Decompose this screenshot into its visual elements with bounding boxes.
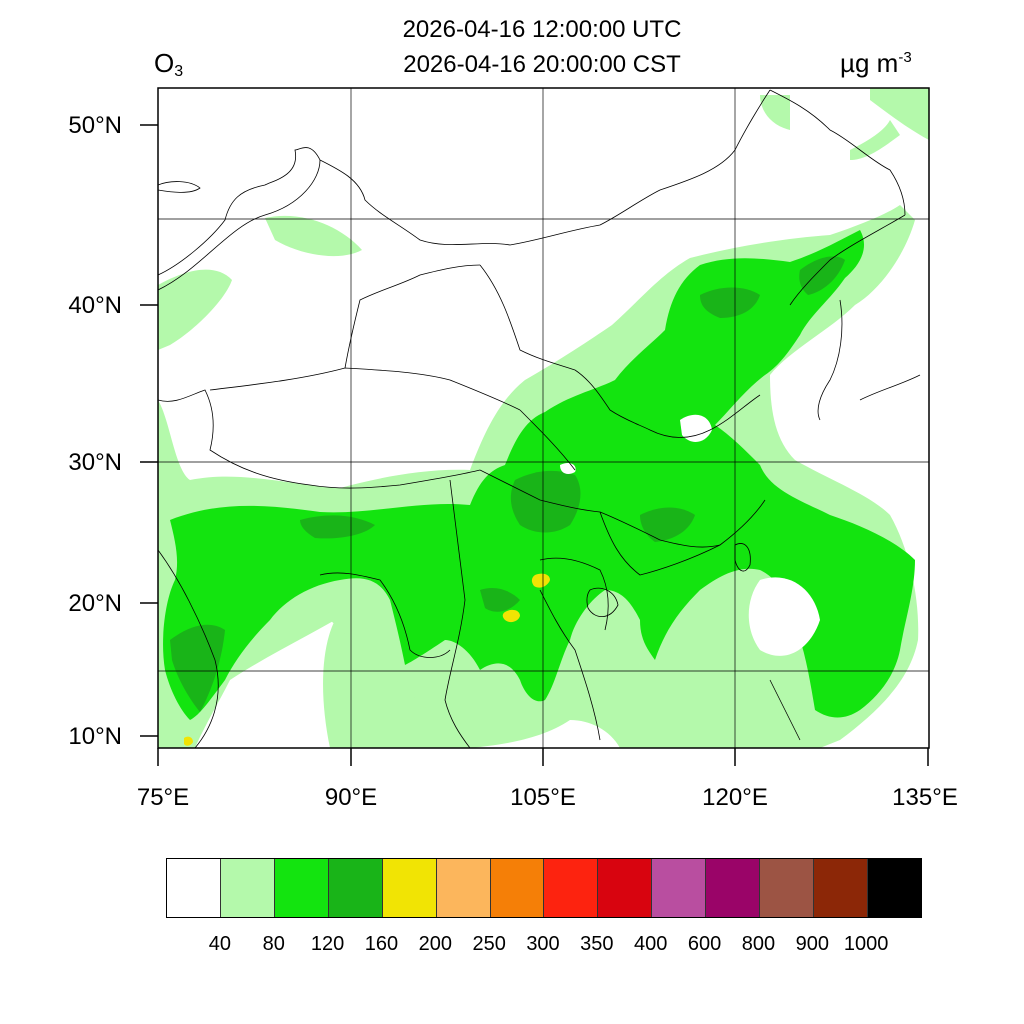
legend-label: 600 [687,933,722,955]
legend-swatch [760,859,815,917]
legend-swatch [598,859,653,917]
lon-label-105: 105°E [510,784,576,811]
legend-label: 40 [208,933,231,955]
legend-swatch [436,859,491,917]
lat-label-50: 50°N [68,112,122,139]
title-local-time: 2026-04-16 20:00:00 CST [403,51,681,78]
variable-name: O [154,48,175,78]
boundary-lines [158,89,921,748]
legend-label: 400 [634,933,668,955]
graticule [158,88,929,748]
field-level-160-200 [184,573,550,746]
legend-label: 250 [472,933,506,955]
legend-swatch [544,859,599,917]
legend-swatch [867,859,921,917]
legend-swatch [167,859,221,917]
variable-label: O3 [154,50,183,80]
lat-label-40: 40°N [68,292,122,319]
title-utc-time: 2026-04-16 12:00:00 UTC [402,16,682,43]
legend-label: 800 [741,933,776,955]
legend-label: 200 [418,933,452,955]
axis-ticks [140,124,929,766]
legend-swatch [328,859,383,917]
legend-label: 350 [580,933,614,955]
lon-label-90: 90°E [324,784,378,811]
legend-swatch [274,859,329,917]
unit-name: µg m [840,48,899,78]
legend-swatch [814,859,868,917]
unit-exponent: -3 [898,49,912,66]
field-gaps [560,414,820,656]
legend-swatch [652,859,707,917]
unit-label: µg m-3 [840,50,912,76]
lat-label-10: 10°N [68,723,122,750]
lon-label-120: 120°E [702,784,768,811]
lon-label-135: 135°E [892,784,958,811]
concentration-field [158,88,929,748]
legend-swatch [220,859,275,917]
variable-subscript: 3 [174,63,184,80]
legend-label: 900 [795,933,829,955]
color-legend [166,858,922,918]
lon-label-75: 75°E [136,784,190,811]
lat-label-20: 20°N [68,590,122,617]
legend-label: 1000 [843,933,889,955]
legend-swatch [490,859,545,917]
lat-label-30: 30°N [68,449,122,476]
legend-label: 300 [526,933,560,955]
legend-label: 80 [262,933,285,955]
legend-swatch [706,859,761,917]
legend-label: 120 [310,933,345,955]
legend-swatch [382,859,437,917]
legend-label: 160 [364,933,399,955]
